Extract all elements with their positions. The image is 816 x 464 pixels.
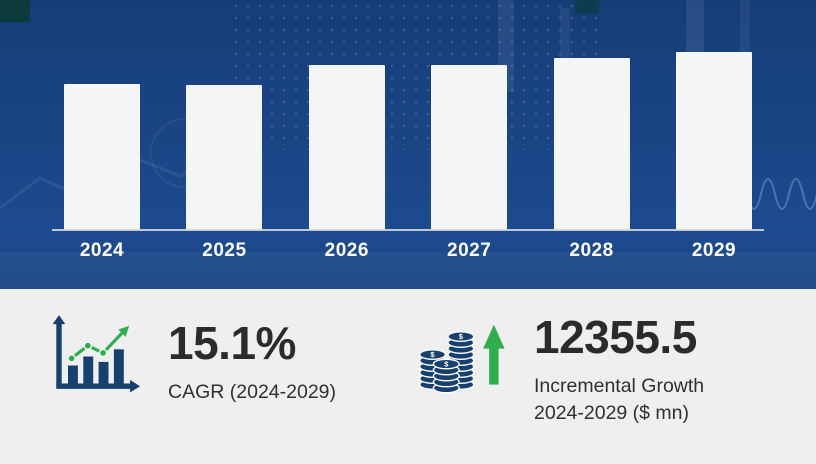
incremental-growth-value: 12355.5 — [534, 311, 697, 363]
decor-dark-block — [0, 0, 30, 22]
incremental-growth-label: Incremental Growth 2024-2029 ($ mn) — [534, 373, 704, 426]
bar-year-label: 2027 — [447, 240, 492, 261]
chart-baseline — [52, 229, 764, 231]
incremental-growth-label-line1: Incremental Growth — [534, 375, 705, 398]
bar-year-label: 2024 — [79, 240, 125, 261]
bar-year-labels: 2024 2025 2026 2027 2028 2029 — [64, 240, 752, 262]
cagr-value: 15.1% — [168, 317, 296, 369]
chart-section: 2024 2025 2026 2027 2028 2029 — [0, 0, 816, 289]
incremental-growth-stat: $ $ $ — [412, 309, 704, 426]
bar-year-label: 2028 — [569, 240, 614, 261]
stats-section: 15.1% CAGR (2024-2029) $ — [0, 289, 816, 464]
bar-year-label: 2025 — [202, 240, 247, 261]
svg-text:$: $ — [459, 332, 464, 341]
incremental-growth-label-line2: 2024-2029 ($ mn) — [534, 401, 690, 424]
cagr-text: 15.1% CAGR (2024-2029) — [168, 315, 336, 406]
bar-2024 — [64, 84, 140, 230]
coins-up-arrow-icon: $ $ $ — [419, 324, 505, 394]
bar-2028 — [553, 58, 630, 230]
incremental-growth-text: 12355.5 Incremental Growth 2024-2029 ($ … — [534, 309, 704, 426]
bar-2026 — [308, 65, 385, 230]
svg-text:$: $ — [430, 350, 435, 359]
bar-year-label: 2026 — [324, 240, 369, 261]
bar-2029 — [675, 52, 752, 230]
bar-2025 — [186, 85, 263, 230]
bar-chart — [64, 0, 752, 230]
svg-text:$: $ — [444, 360, 449, 369]
cagr-stat: 15.1% CAGR (2024-2029) — [50, 315, 336, 406]
growth-chart-icon — [52, 315, 140, 393]
bar-2027 — [431, 65, 508, 230]
cagr-label: CAGR (2024-2029) — [168, 381, 336, 404]
bar-year-label: 2029 — [691, 240, 737, 261]
